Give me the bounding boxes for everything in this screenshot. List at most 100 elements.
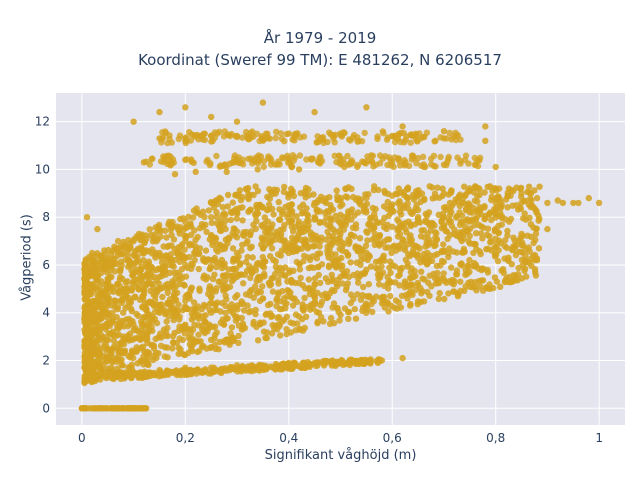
scatter-point [118, 299, 126, 306]
scatter-point [471, 279, 479, 286]
y-axis-label: Vågperiod (s) [19, 214, 35, 301]
scatter-point [213, 208, 220, 216]
scatter-point [207, 263, 215, 270]
scatter-point [398, 211, 405, 218]
scatter-point [140, 304, 147, 311]
scatter-point [208, 219, 215, 226]
scatter-point [513, 202, 520, 209]
scatter-point [253, 323, 260, 331]
scatter-point [344, 308, 352, 316]
scatter-point [296, 266, 304, 273]
scatter-point [347, 291, 355, 298]
scatter-point [160, 153, 167, 160]
scatter-point [149, 238, 157, 245]
scatter-point [395, 199, 402, 207]
scatter-point [299, 364, 306, 371]
scatter-point [481, 189, 488, 196]
scatter-point [115, 323, 123, 330]
scatter-point [247, 129, 254, 136]
scatter-point [467, 217, 474, 224]
scatter-point [361, 129, 368, 137]
scatter-point [466, 256, 473, 264]
scatter-point [395, 185, 402, 192]
scatter-point [522, 252, 529, 259]
scatter-point [252, 283, 259, 290]
scatter-point [269, 288, 277, 295]
scatter-point [90, 298, 97, 305]
scatter-point [194, 233, 201, 241]
scatter-point [201, 318, 208, 326]
scatter-point [535, 245, 543, 252]
scatter-point [259, 283, 266, 290]
scatter-point [492, 185, 499, 192]
scatter-point [269, 321, 276, 329]
scatter-point [302, 303, 309, 311]
scatter-point [227, 216, 234, 224]
scatter-point [199, 208, 207, 215]
scatter-point [559, 199, 567, 207]
scatter-point [192, 367, 200, 374]
scatter-point [336, 317, 343, 324]
scatter-point [430, 162, 438, 170]
scatter-point [224, 131, 231, 138]
scatter-point [517, 205, 525, 212]
scatter-point [347, 259, 354, 266]
scatter-point [254, 288, 262, 295]
scatter-point [518, 190, 525, 197]
scatter-point [182, 156, 189, 164]
scatter-point [207, 344, 214, 351]
scatter-point [132, 276, 139, 284]
scatter-point [509, 246, 516, 254]
scatter-point [493, 240, 500, 248]
scatter-point [310, 285, 317, 293]
scatter-point [421, 234, 429, 241]
scatter-point [250, 191, 257, 199]
scatter-point [114, 306, 121, 313]
scatter-point [140, 347, 148, 355]
scatter-point [183, 224, 190, 231]
scatter-point [435, 211, 442, 218]
scatter-point [318, 135, 325, 143]
scatter-point [130, 354, 137, 362]
scatter-point [285, 202, 292, 209]
scatter-point [99, 297, 106, 304]
scatter-point [151, 371, 158, 379]
scatter-point [182, 321, 189, 328]
scatter-point [247, 308, 254, 315]
scatter-point [374, 266, 382, 273]
scatter-point [115, 346, 122, 353]
scatter-point [510, 234, 517, 241]
scatter-point [120, 333, 127, 340]
scatter-point [280, 226, 287, 233]
scatter-point [205, 290, 212, 298]
scatter-point [192, 307, 199, 315]
scatter-point [168, 256, 175, 264]
scatter-point [140, 280, 147, 287]
scatter-point [213, 285, 220, 292]
scatter-point [526, 256, 534, 263]
scatter-point [337, 130, 344, 137]
scatter-point [240, 229, 247, 236]
scatter-point [277, 130, 284, 137]
scatter-point [193, 338, 200, 345]
scatter-point [532, 272, 540, 279]
scatter-point [222, 217, 229, 224]
scatter-point [190, 299, 198, 306]
scatter-point [442, 227, 449, 235]
scatter-point [292, 236, 299, 243]
scatter-point [125, 371, 132, 378]
scatter-point [176, 313, 183, 320]
scatter-point [358, 196, 365, 203]
scatter-point [412, 135, 420, 142]
scatter-point [248, 243, 255, 250]
scatter-point [323, 294, 330, 302]
chart-title: År 1979 - 2019 [263, 29, 377, 47]
scatter-point [94, 374, 101, 381]
scatter-point [161, 353, 168, 360]
scatter-point [273, 186, 281, 194]
scatter-point [447, 189, 455, 196]
scatter-point [233, 265, 240, 272]
scatter-point [488, 247, 495, 254]
scatter-point [440, 135, 448, 142]
